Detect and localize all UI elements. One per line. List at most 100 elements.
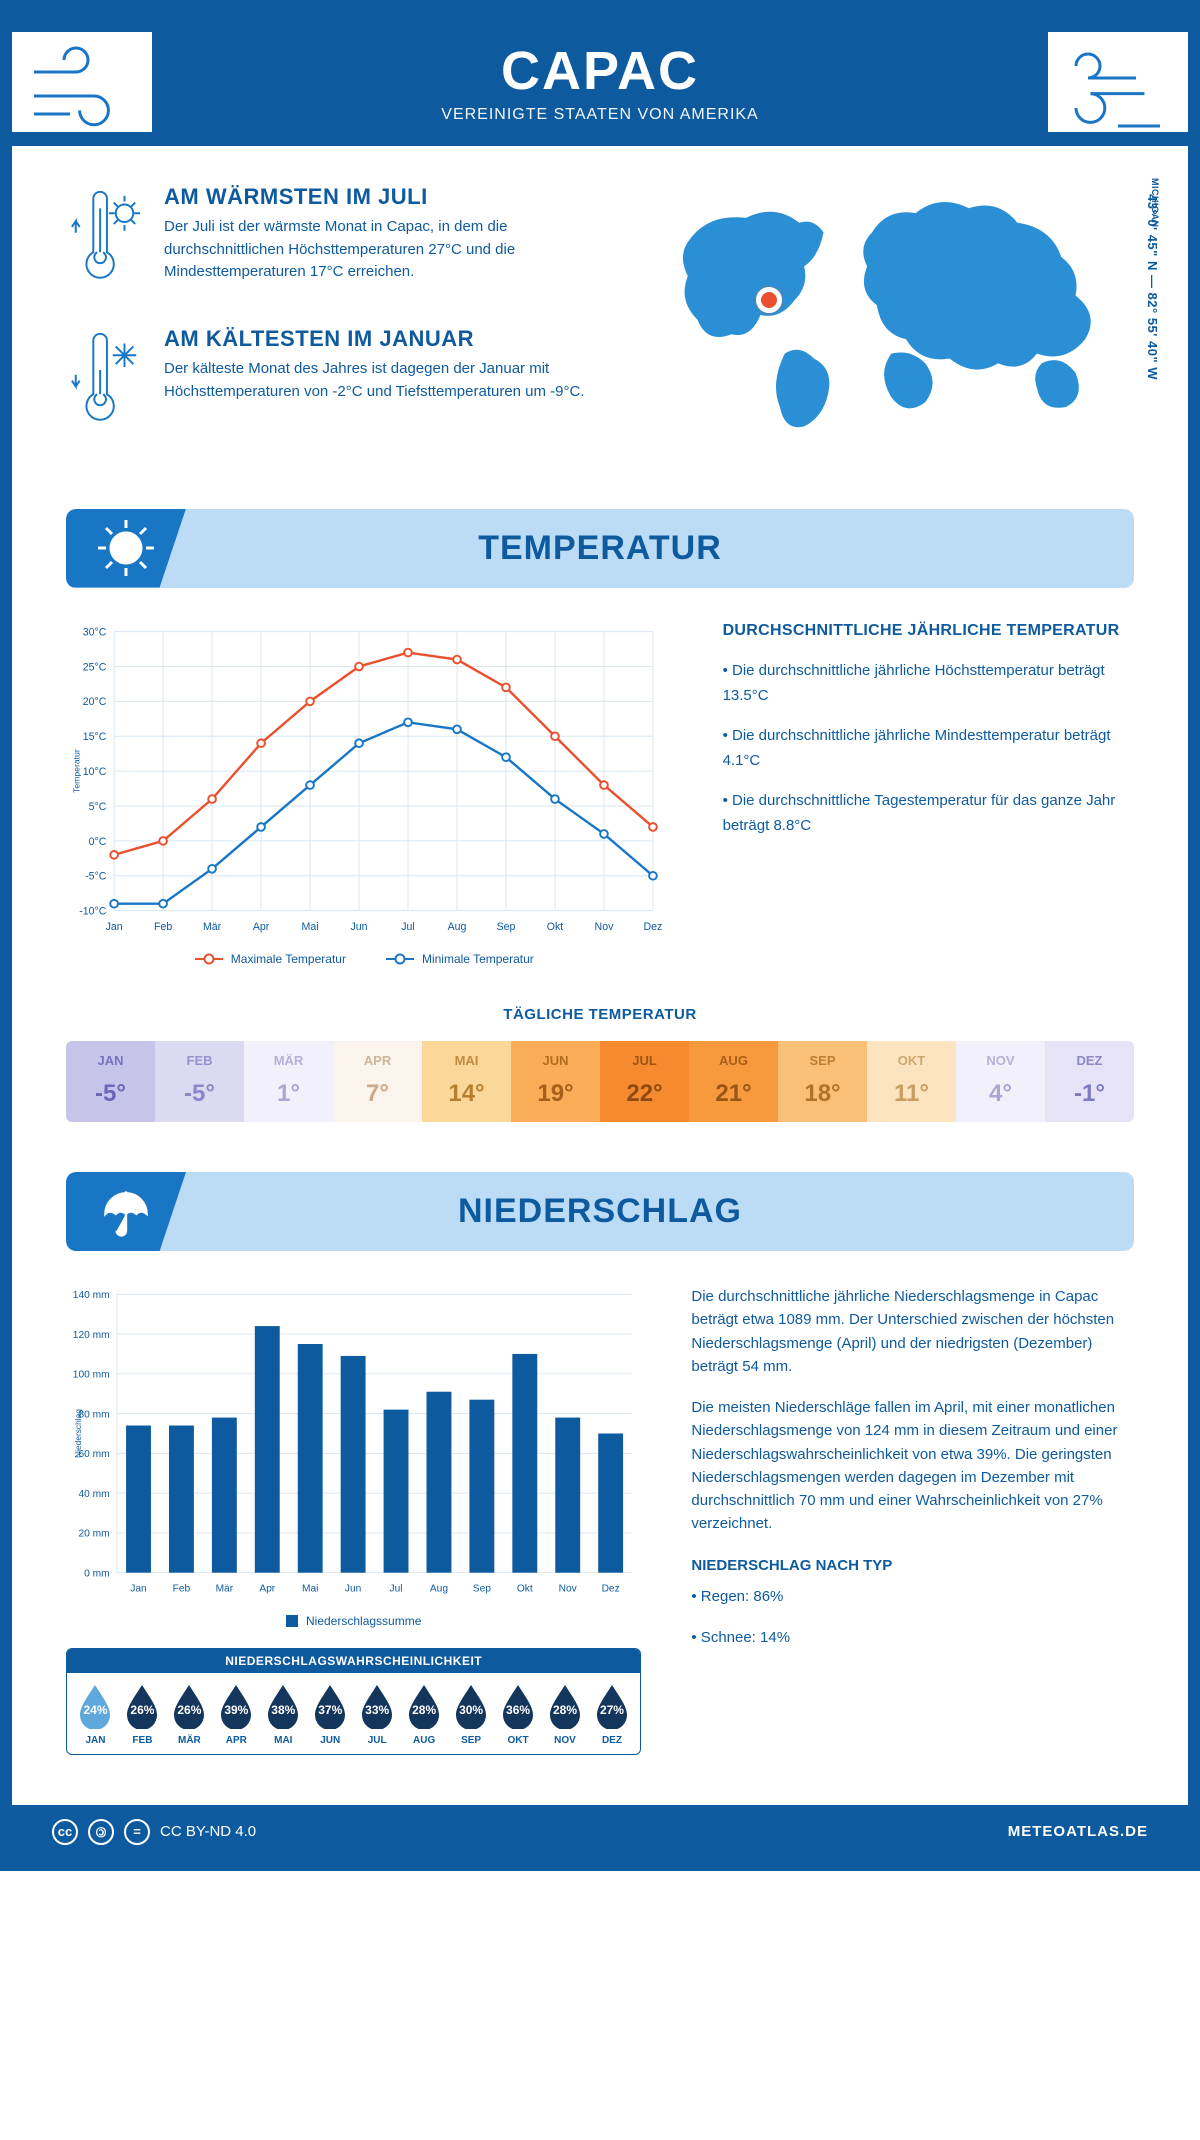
- temp-cell: FEB-5°: [155, 1041, 244, 1122]
- svg-text:0°C: 0°C: [89, 835, 107, 847]
- world-map: [649, 184, 1134, 441]
- svg-text:Aug: Aug: [448, 920, 467, 932]
- temperature-summary: DURCHSCHNITTLICHE JÄHRLICHE TEMPERATUR •…: [723, 622, 1134, 967]
- svg-text:80 mm: 80 mm: [78, 1409, 109, 1420]
- drop-cell: 38%MAI: [261, 1683, 306, 1746]
- svg-text:60 mm: 60 mm: [78, 1449, 109, 1460]
- svg-text:Jan: Jan: [106, 920, 123, 932]
- precipitation-probability: NIEDERSCHLAGSWAHRSCHEINLICHKEIT 24%JAN26…: [66, 1648, 641, 1755]
- svg-text:Dez: Dez: [602, 1583, 620, 1594]
- svg-text:Nov: Nov: [559, 1583, 578, 1594]
- precip-type: • Regen: 86%: [691, 1585, 1134, 1608]
- daily-temp-title: TÄGLICHE TEMPERATUR: [66, 1006, 1134, 1023]
- fact-title: AM WÄRMSTEN IM JULI: [164, 184, 599, 210]
- svg-text:Niederschlag: Niederschlag: [73, 1409, 83, 1458]
- drop-cell: 26%FEB: [120, 1683, 165, 1746]
- precipitation-chart: 0 mm20 mm40 mm60 mm80 mm100 mm120 mm140 …: [66, 1285, 641, 1628]
- nd-icon: =: [124, 1819, 150, 1845]
- svg-text:-5°C: -5°C: [85, 870, 107, 882]
- fact-coldest: AM KÄLTESTEN IM JANUAR Der kälteste Mona…: [66, 326, 599, 438]
- coordinates: 43° 0' 45" N — 82° 55' 40" W: [1145, 194, 1160, 380]
- drop-cell: 33%JUL: [355, 1683, 400, 1746]
- section-title: NIEDERSCHLAG: [66, 1192, 1134, 1231]
- drop-cell: 37%JUN: [308, 1683, 353, 1746]
- svg-text:Okt: Okt: [547, 920, 564, 932]
- drop-cell: 24%JAN: [73, 1683, 118, 1746]
- precip-type-title: NIEDERSCHLAG NACH TYP: [691, 1554, 1134, 1577]
- svg-text:30°C: 30°C: [83, 626, 107, 638]
- footer: cc 🄯 = CC BY-ND 4.0 METEOATLAS.DE: [12, 1805, 1188, 1859]
- summary-text: Die durchschnittliche jährliche Niedersc…: [691, 1285, 1134, 1378]
- prob-title: NIEDERSCHLAGSWAHRSCHEINLICHKEIT: [67, 1649, 640, 1673]
- svg-text:Aug: Aug: [430, 1583, 448, 1594]
- precip-type: • Schnee: 14%: [691, 1626, 1134, 1649]
- section-title: TEMPERATUR: [66, 529, 1134, 568]
- svg-text:10°C: 10°C: [83, 765, 107, 777]
- cc-icon: cc: [52, 1819, 78, 1845]
- summary-bullet: • Die durchschnittliche jährliche Mindes…: [723, 723, 1134, 774]
- temp-cell: SEP18°: [778, 1041, 867, 1122]
- svg-text:100 mm: 100 mm: [73, 1370, 110, 1381]
- daily-temperature: TÄGLICHE TEMPERATUR JAN-5°FEB-5°MÄR1°APR…: [66, 1006, 1134, 1122]
- svg-text:Okt: Okt: [517, 1583, 533, 1594]
- temp-cell: OKT11°: [867, 1041, 956, 1122]
- precipitation-summary: Die durchschnittliche jährliche Niedersc…: [691, 1285, 1134, 1755]
- summary-bullet: • Die durchschnittliche jährliche Höchst…: [723, 658, 1134, 709]
- summary-title: DURCHSCHNITTLICHE JÄHRLICHE TEMPERATUR: [723, 622, 1134, 640]
- drop-cell: 28%AUG: [402, 1683, 447, 1746]
- svg-text:Sep: Sep: [497, 920, 516, 932]
- svg-text:-10°C: -10°C: [79, 905, 107, 917]
- chart-legend: Maximale Temperatur Minimale Temperatur: [66, 952, 663, 966]
- svg-text:Mai: Mai: [302, 1583, 318, 1594]
- svg-text:Mär: Mär: [203, 920, 222, 932]
- svg-text:Jul: Jul: [390, 1583, 403, 1594]
- svg-text:Nov: Nov: [595, 920, 615, 932]
- legend-label: Maximale Temperatur: [231, 952, 346, 966]
- page: CAPAC VEREINIGTE STAATEN VON AMERIKA AM …: [0, 0, 1200, 1871]
- fact-text: Der Juli ist der wärmste Monat in Capac,…: [164, 216, 599, 284]
- svg-text:Feb: Feb: [154, 920, 172, 932]
- svg-text:Temperatur: Temperatur: [71, 749, 81, 793]
- svg-text:Jul: Jul: [401, 920, 415, 932]
- temp-cell: NOV4°: [956, 1041, 1045, 1122]
- umbrella-icon: [66, 1172, 186, 1251]
- fact-warmest: AM WÄRMSTEN IM JULI Der Juli ist der wär…: [66, 184, 599, 296]
- temp-cell: MAI14°: [422, 1041, 511, 1122]
- svg-text:25°C: 25°C: [83, 661, 107, 673]
- license-text: CC BY-ND 4.0: [160, 1823, 256, 1840]
- svg-text:20°C: 20°C: [83, 696, 107, 708]
- header: CAPAC VEREINIGTE STAATEN VON AMERIKA: [12, 12, 1188, 146]
- drop-cell: 39%APR: [214, 1683, 259, 1746]
- drop-cell: 27%DEZ: [589, 1683, 634, 1746]
- svg-text:Mai: Mai: [302, 920, 319, 932]
- fact-text: Der kälteste Monat des Jahres ist dagege…: [164, 358, 599, 403]
- svg-text:0 mm: 0 mm: [84, 1568, 109, 1579]
- svg-text:15°C: 15°C: [83, 731, 107, 743]
- summary-text: Die meisten Niederschläge fallen im Apri…: [691, 1396, 1134, 1536]
- svg-text:Mär: Mär: [216, 1583, 234, 1594]
- section-temperature: TEMPERATUR: [66, 509, 1134, 588]
- section-precipitation: NIEDERSCHLAG: [66, 1172, 1134, 1251]
- svg-text:Feb: Feb: [173, 1583, 191, 1594]
- drop-cell: 30%SEP: [449, 1683, 494, 1746]
- svg-text:Sep: Sep: [473, 1583, 491, 1594]
- chart-legend: Niederschlagssumme: [66, 1614, 641, 1628]
- temperature-chart: -10°C-5°C0°C5°C10°C15°C20°C25°C30°CJanFe…: [66, 622, 663, 967]
- temp-cell: MÄR1°: [244, 1041, 333, 1122]
- svg-text:Jun: Jun: [345, 1583, 361, 1594]
- temp-cell: APR7°: [333, 1041, 422, 1122]
- sun-icon: [66, 509, 186, 588]
- map-pin-icon: [756, 287, 782, 313]
- drop-cell: 28%NOV: [543, 1683, 588, 1746]
- drop-cell: 26%MÄR: [167, 1683, 212, 1746]
- svg-text:Jun: Jun: [351, 920, 368, 932]
- thermometer-snow-icon: [66, 326, 144, 438]
- temp-cell: AUG21°: [689, 1041, 778, 1122]
- svg-text:120 mm: 120 mm: [73, 1330, 110, 1341]
- svg-text:Dez: Dez: [644, 920, 663, 932]
- summary-bullet: • Die durchschnittliche Tagestemperatur …: [723, 788, 1134, 839]
- svg-text:Jan: Jan: [130, 1583, 146, 1594]
- legend-label: Niederschlagssumme: [306, 1614, 421, 1628]
- by-icon: 🄯: [88, 1819, 114, 1845]
- site-name: METEOATLAS.DE: [1008, 1823, 1148, 1840]
